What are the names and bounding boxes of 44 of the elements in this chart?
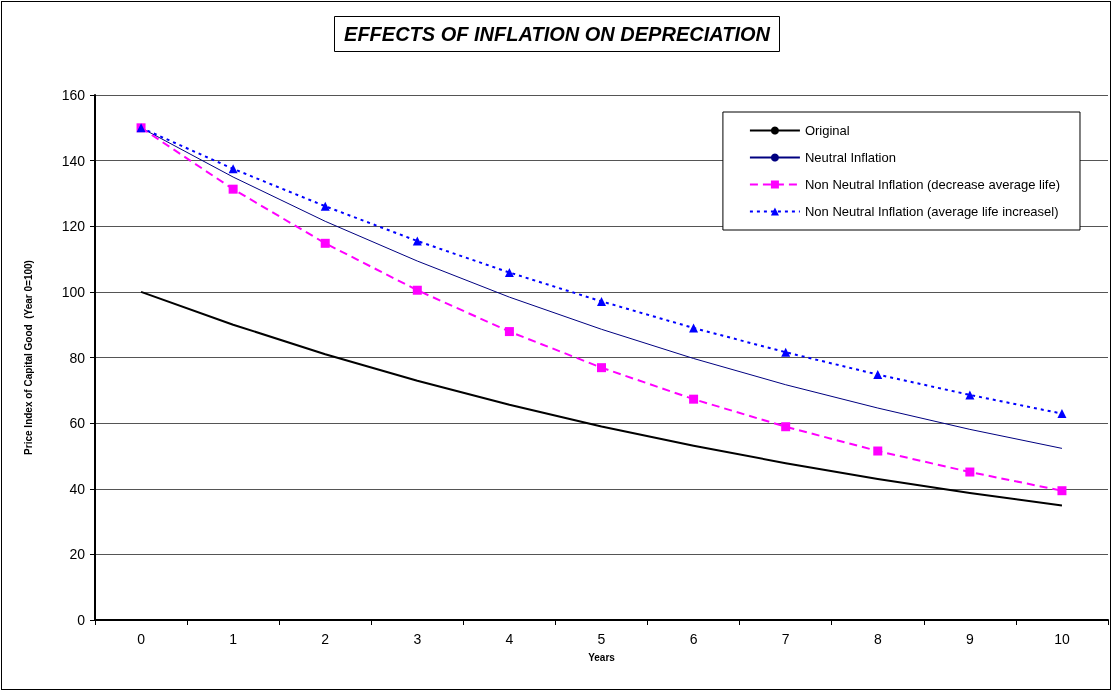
point	[873, 446, 883, 456]
y-tick-label: 0	[77, 612, 86, 628]
y-tick-label: 140	[61, 152, 86, 169]
x-tick-label: 1	[229, 631, 238, 647]
y-tick-label: 160	[61, 87, 86, 103]
point	[1057, 409, 1067, 419]
legend-label: Non Neutral Inflation (average life increasel)	[804, 204, 1059, 219]
point	[320, 238, 330, 248]
point	[228, 184, 238, 194]
chart-title: EFFECTS OF INFLATION ON DEPRECIATION	[344, 23, 771, 45]
point	[689, 394, 699, 404]
point	[597, 296, 606, 306]
y-tick-label: 40	[69, 480, 86, 497]
y-tick-label: 20	[69, 546, 86, 563]
point	[781, 347, 791, 357]
point	[320, 201, 330, 211]
x-tick-label: 7	[781, 631, 790, 647]
y-tick-label: 80	[69, 349, 86, 366]
legend-label: Neutral Inflation	[804, 150, 896, 165]
point	[597, 363, 606, 373]
y-tick-label: 100	[61, 283, 86, 300]
point	[1057, 486, 1067, 496]
x-tick-label: 5	[597, 631, 606, 647]
point	[504, 268, 514, 278]
y-axis-title: Price Index of Capital Good (Year 0=100)	[22, 260, 34, 455]
x-tick-label: 4	[505, 631, 514, 647]
line-series	[140, 290, 1063, 507]
legend-label: Original	[804, 123, 850, 138]
x-tick-label: 0	[137, 631, 146, 647]
x-tick-label: 2	[321, 631, 330, 647]
y-tick-label: 60	[69, 415, 86, 432]
point	[412, 236, 422, 246]
x-tick-label: 9	[965, 631, 974, 647]
x-axis-title: Years	[588, 651, 616, 663]
point	[781, 422, 791, 432]
x-tick-label: 6	[689, 631, 698, 647]
point	[965, 467, 975, 477]
point	[412, 285, 422, 295]
x-tick-label: 3	[413, 631, 422, 647]
x-tick-label: 8	[873, 631, 882, 647]
y-tick-label: 120	[61, 218, 86, 235]
point	[504, 327, 514, 337]
x-tick-label: 10	[1054, 631, 1070, 647]
legend-label: Non Neutral Inflation (decrease average life)	[804, 177, 1061, 192]
